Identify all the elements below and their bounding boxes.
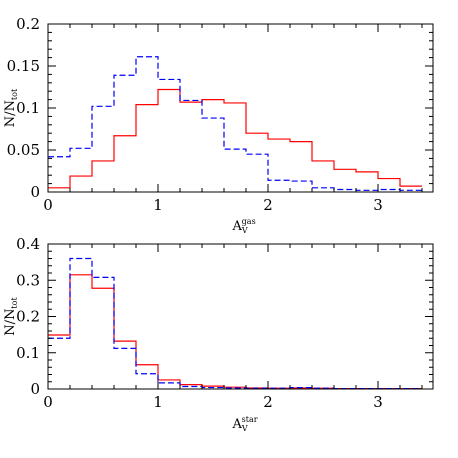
y-tick-label: 0.15 bbox=[7, 57, 40, 75]
series-dashed-line bbox=[48, 56, 422, 191]
series-solid-line bbox=[48, 88, 422, 189]
y-tick-label: 0 bbox=[30, 183, 40, 201]
plot-frame bbox=[47, 243, 434, 390]
y-tick-label: 0.3 bbox=[16, 271, 40, 289]
chart-panel-2: 0 1 2 3 0 0.1 0.2 0.3 0.4 N/Ntot AVstar bbox=[3, 235, 434, 433]
x-tick-label: 0 bbox=[43, 393, 53, 411]
y-tick-label: 0.2 bbox=[16, 15, 40, 33]
x-tick-label: 0 bbox=[43, 196, 53, 214]
chart-panel-1: 0 1 2 3 0 0.05 0.1 0.15 0.2 N/Ntot AVgas bbox=[3, 15, 434, 235]
series-solid-line bbox=[48, 274, 422, 390]
x-tick-label: 1 bbox=[153, 393, 163, 411]
plot-frame bbox=[47, 23, 434, 193]
x-tick-label: 3 bbox=[373, 393, 383, 411]
x-axis-label: AVgas bbox=[232, 217, 256, 235]
x-axis-label: AVstar bbox=[232, 415, 258, 433]
y-tick-label: 0.05 bbox=[7, 141, 40, 159]
y-tick-label: 0.4 bbox=[16, 235, 40, 253]
x-tick-label: 2 bbox=[263, 393, 273, 411]
y-tick-label: 0.1 bbox=[16, 344, 40, 362]
y-tick-label: 0.1 bbox=[16, 99, 40, 117]
y-tick-label: 0.2 bbox=[16, 308, 40, 326]
y-axis-label: N/Ntot bbox=[3, 297, 19, 336]
y-axis-label: N/Ntot bbox=[3, 88, 19, 127]
x-tick-label: 1 bbox=[153, 196, 163, 214]
x-tick-label: 2 bbox=[263, 196, 273, 214]
series-dashed-line bbox=[48, 257, 422, 390]
x-tick-label: 3 bbox=[373, 196, 383, 214]
y-tick-label: 0 bbox=[30, 380, 40, 398]
